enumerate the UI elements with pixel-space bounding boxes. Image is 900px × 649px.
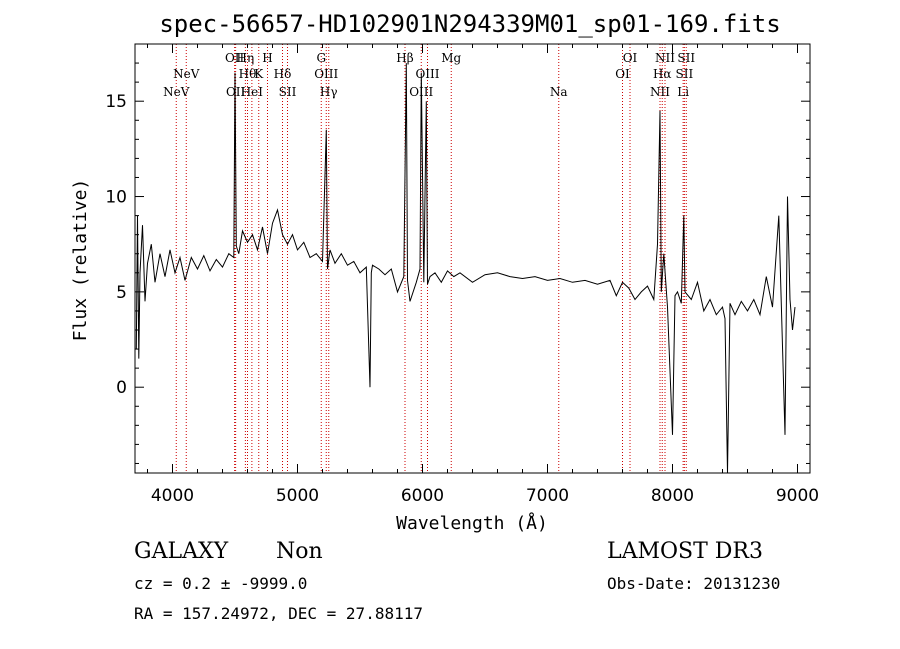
redshift-cz: cz = 0.2 ± -9999.0 — [134, 574, 307, 593]
line-label-sii-1: SII — [279, 85, 297, 99]
line-label-hei: HeI — [241, 85, 264, 99]
x-tick-label-4000: 4000 — [151, 486, 194, 506]
line-label-hbeta: Hβ — [396, 51, 413, 65]
plot-frame — [134, 43, 811, 474]
line-label-hdelta: Hδ — [274, 67, 292, 81]
emission-line-markers — [175, 44, 687, 473]
x-tick-label-8000: 8000 — [651, 486, 694, 506]
x-axis-ticks: 4000 5000 6000 7000 8000 9000 — [147, 44, 819, 506]
line-label-oii-b: OII — [226, 85, 246, 99]
line-label-nev-2: NeV — [173, 67, 200, 81]
y-tick-label-10: 10 — [105, 188, 127, 208]
x-tick-label-6000: 6000 — [401, 486, 444, 506]
x-tick-label-9000: 9000 — [776, 486, 819, 506]
line-label-nev-1: NeV — [163, 85, 190, 99]
x-tick-label-7000: 7000 — [526, 486, 569, 506]
sky-coordinates: RA = 157.24972, DEC = 27.88117 — [134, 604, 423, 623]
line-label-oii: OII — [225, 51, 245, 65]
line-label-halpha: Hα — [653, 67, 672, 81]
line-label-li: Li — [677, 85, 689, 99]
line-label-oiii-3: OIII — [415, 67, 439, 81]
x-axis-label: Wavelength (Å) — [396, 512, 548, 534]
y-tick-label-0: 0 — [116, 378, 127, 398]
y-axis-label: Flux (relative) — [70, 179, 91, 342]
line-label-oi-1: OI — [615, 67, 630, 81]
line-label-sii-2: SII — [676, 67, 694, 81]
line-label-htheta: Hθ — [239, 67, 257, 81]
y-axis-ticks: 0 5 10 15 — [105, 43, 810, 464]
line-label-oiii-1: OIII — [314, 67, 338, 81]
line-label-nii-2: NII — [655, 51, 675, 65]
line-label-h: H — [262, 51, 272, 65]
observation-date: Obs-Date: 20131230 — [607, 574, 780, 593]
line-label-hgamma: Hγ — [320, 85, 338, 99]
line-label-sii-3: SII — [677, 51, 695, 65]
line-label-mg: Mg — [441, 51, 461, 65]
y-tick-label-5: 5 — [116, 283, 127, 303]
x-tick-label-5000: 5000 — [276, 486, 319, 506]
emission-line-labels: NeVNeVOIIOIIHηHθHeIKHHδSIIGOIIIHγHβOIIIO… — [163, 51, 695, 99]
y-tick-label-15: 15 — [105, 92, 127, 112]
line-label-nii-1: NII — [650, 85, 670, 99]
object-class: GALAXY — [134, 539, 229, 564]
line-label-k: K — [254, 67, 264, 81]
spectrum-line — [135, 63, 796, 474]
survey-name: LAMOST DR3 — [607, 539, 763, 564]
line-label-g: G — [316, 51, 326, 65]
chart-title: spec-56657-HD102901N294339M01_sp01-169.f… — [159, 10, 780, 38]
object-subclass: Non — [276, 539, 323, 564]
line-label-heta: Hη — [237, 51, 255, 65]
line-label-na: Na — [550, 85, 568, 99]
line-label-oi-2: OI — [623, 51, 638, 65]
